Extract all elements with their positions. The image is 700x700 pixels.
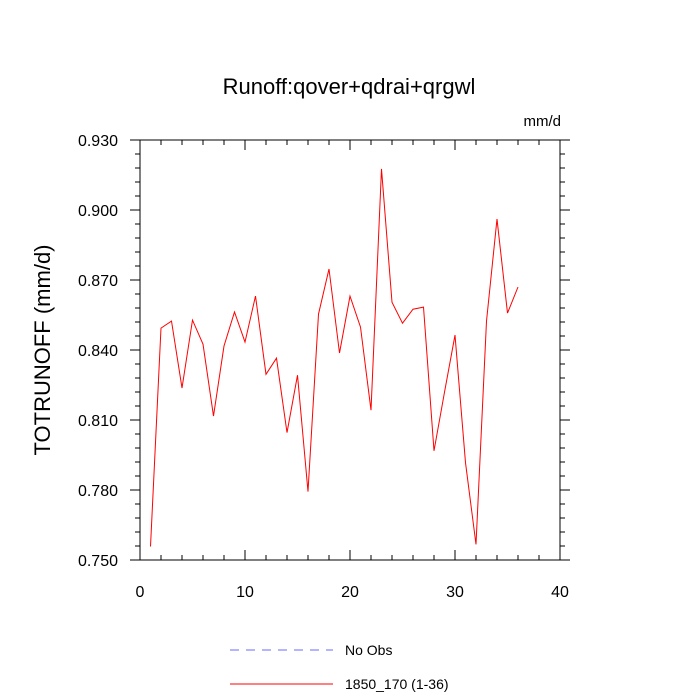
legend: No Obs 1850_170 (1-36) [230,642,449,692]
x-tick-label: 0 [136,584,145,601]
chart-title: Runoff:qover+qdrai+qrgwl [223,74,476,99]
y-tick-label: 0.930 [78,133,118,150]
axis-ticks [130,139,570,561]
y-tick-label: 0.870 [78,273,118,290]
plot-frame [139,139,561,561]
legend-label: No Obs [345,642,392,658]
y-axis-label: TOTRUNOFF (mm/d) [30,244,55,455]
x-tick-label: 20 [341,584,359,601]
x-tick-label: 10 [236,584,254,601]
legend-label: 1850_170 (1-36) [345,676,449,692]
y-tick-label: 0.840 [78,343,118,360]
y-tick-label: 0.900 [78,203,118,220]
series-line [150,168,519,547]
tick-labels: 0 10 20 30 40 0.750 0.780 0.810 0.840 0.870 0.900 0… [78,133,569,601]
x-tick-label: 30 [446,584,464,601]
series-group [150,168,519,547]
x-tick-label: 40 [551,584,569,601]
y-tick-label: 0.810 [78,413,118,430]
y-tick-label: 0.750 [78,553,118,570]
units-label: mm/d [524,113,562,130]
y-tick-label: 0.780 [78,483,118,500]
